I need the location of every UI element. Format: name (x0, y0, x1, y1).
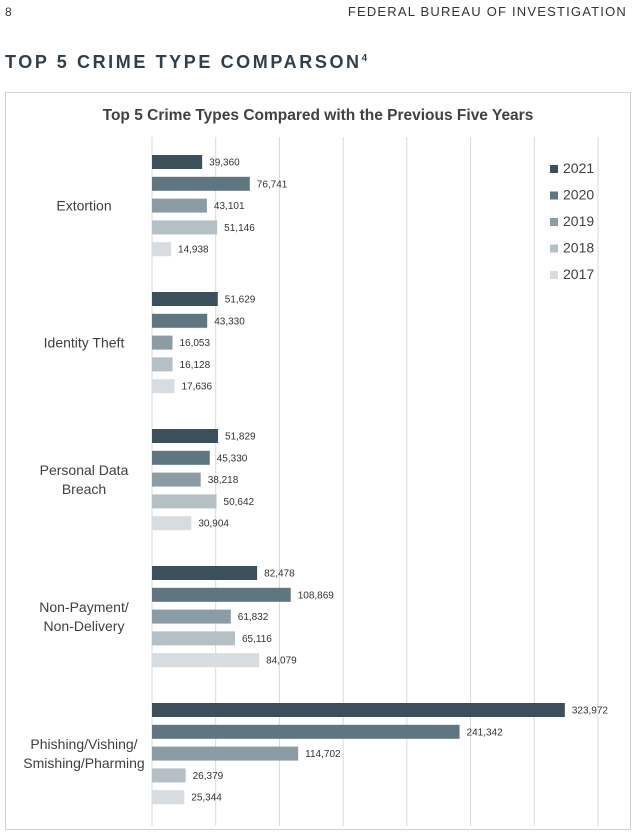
data-label: 76,741 (257, 179, 288, 190)
page-number: 8 (5, 5, 12, 19)
bar-2018 (152, 768, 186, 783)
legend-swatch-2018 (550, 244, 558, 253)
data-label: 16,053 (179, 338, 210, 349)
category-label: Non-Delivery (44, 618, 125, 634)
bar-2019 (152, 335, 173, 350)
running-header: FEDERAL BUREAU OF INVESTIGATION (347, 4, 627, 19)
section-title: TOP 5 CRIME TYPE COMPARSON4 (5, 52, 367, 73)
data-label: 51,829 (225, 432, 256, 443)
category-label: Identity Theft (44, 335, 125, 351)
data-label: 38,218 (208, 475, 239, 486)
data-label: 108,869 (298, 590, 335, 601)
legend-swatch-2017 (550, 271, 558, 279)
data-label: 14,938 (178, 245, 209, 256)
bar-2018 (152, 357, 173, 372)
data-label: 25,344 (191, 793, 222, 804)
category-label: Extortion (56, 198, 111, 214)
legend-swatch-2020 (550, 191, 558, 200)
bar-2018 (152, 220, 218, 235)
bar-2018 (152, 631, 235, 646)
data-label: 82,478 (264, 569, 295, 580)
bar-2019 (152, 472, 201, 487)
bar-2020 (152, 724, 460, 739)
data-label: 61,832 (238, 612, 269, 623)
data-label: 17,636 (181, 382, 212, 393)
bar-2021 (152, 703, 565, 717)
data-label: 16,128 (180, 360, 211, 371)
bar-2018 (152, 494, 217, 509)
legend-swatch-2021 (550, 165, 558, 173)
chart-frame: Top 5 Crime Types Compared with the Prev… (5, 92, 631, 830)
bar-2017 (152, 516, 192, 531)
data-label: 51,629 (225, 295, 256, 306)
footnote-marker: 4 (361, 53, 368, 64)
data-label: 30,904 (198, 519, 229, 530)
category-label: Personal Data (40, 462, 129, 478)
data-label: 45,330 (217, 453, 248, 464)
bar-2019 (152, 609, 231, 624)
data-label: 43,101 (214, 201, 245, 212)
data-label: 26,379 (193, 771, 224, 782)
bar-2017 (152, 653, 260, 668)
bar-2019 (152, 198, 207, 213)
legend-label: 2021 (563, 160, 594, 176)
bar-2021 (152, 155, 203, 169)
data-label: 65,116 (242, 634, 272, 645)
category-label: Smishing/Pharming (23, 755, 144, 771)
category-label: Non-Payment/ (39, 599, 129, 615)
bar-2021 (152, 429, 219, 443)
data-label: 50,642 (224, 497, 255, 508)
category-label: Phishing/Vishing/ (30, 736, 137, 752)
data-label: 39,360 (209, 158, 240, 169)
bar-2017 (152, 242, 172, 257)
legend-label: 2017 (563, 266, 594, 282)
bar-2017 (152, 790, 185, 805)
category-label: Breach (62, 481, 106, 497)
data-label: 84,079 (266, 656, 297, 667)
data-label: 51,146 (224, 223, 255, 234)
bar-2021 (152, 566, 258, 580)
legend-label: 2020 (563, 187, 594, 203)
bar-2020 (152, 587, 291, 602)
legend-label: 2019 (563, 213, 594, 229)
bar-2017 (152, 379, 175, 394)
data-label: 43,330 (214, 316, 245, 327)
legend-label: 2018 (563, 240, 594, 256)
chart-title: Top 5 Crime Types Compared with the Prev… (102, 107, 534, 124)
bar-2020 (152, 176, 250, 191)
bar-2020 (152, 313, 208, 328)
bar-2020 (152, 450, 210, 465)
bar-2021 (152, 292, 218, 306)
bar-chart: 39,360 76,741 43,101 51,146 14,938 Extortion 5… (23, 137, 609, 826)
legend-swatch-2019 (550, 218, 558, 226)
data-label: 323,972 (572, 706, 609, 717)
section-title-text: TOP 5 CRIME TYPE COMPARSON (5, 52, 362, 72)
data-label: 114,702 (305, 749, 341, 760)
bar-2019 (152, 746, 299, 761)
data-label: 241,342 (467, 727, 504, 738)
